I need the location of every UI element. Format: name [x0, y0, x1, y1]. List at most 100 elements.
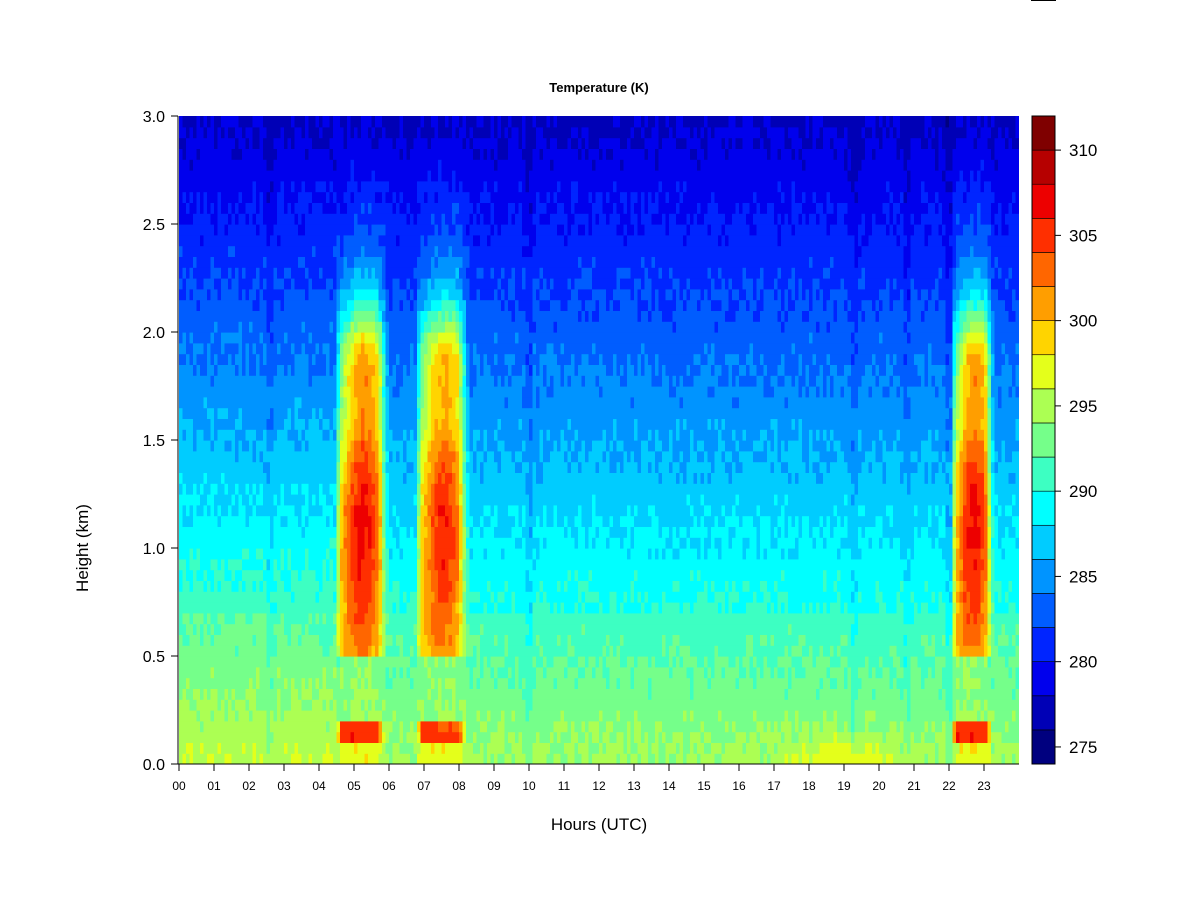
heatmap-cell [207, 666, 212, 679]
heatmap-cell [259, 386, 264, 398]
heatmap-cell [221, 720, 226, 733]
heatmap-cell [340, 753, 345, 764]
heatmap-cell [448, 699, 453, 711]
heatmap-cell [259, 429, 264, 441]
heatmap-cell [284, 526, 289, 538]
heatmap-cell [375, 742, 380, 754]
heatmap-cell [354, 440, 359, 452]
heatmap-cell [371, 137, 376, 149]
heatmap-cell [396, 224, 401, 236]
heatmap-cell [413, 753, 418, 764]
heatmap-cell [242, 310, 247, 322]
heatmap-cell [228, 731, 233, 743]
heatmap-cell [368, 634, 373, 646]
heatmap-cell [427, 288, 432, 301]
heatmap-cell [427, 461, 432, 473]
heatmap-cell [469, 666, 474, 679]
heatmap-cell [179, 472, 184, 484]
heatmap-cell [291, 116, 296, 128]
heatmap-cell [336, 720, 341, 733]
heatmap-cell [364, 234, 369, 247]
heatmap-cell [420, 558, 425, 571]
heatmap-cell [238, 299, 243, 311]
heatmap-cell [469, 634, 474, 646]
heatmap-cell [329, 180, 334, 193]
heatmap-cell [252, 267, 257, 279]
heatmap-cell [333, 742, 338, 754]
heatmap-cell [378, 180, 383, 193]
heatmap-cell [347, 623, 352, 635]
heatmap-cell [294, 472, 299, 484]
heatmap-cell [203, 191, 208, 203]
heatmap-cell [354, 558, 359, 571]
heatmap-cell [322, 116, 327, 128]
heatmap-cell [189, 137, 194, 149]
heatmap-cell [280, 504, 285, 517]
heatmap-cell [221, 450, 226, 463]
heatmap-cell [245, 288, 250, 301]
heatmap-cell [315, 245, 320, 257]
heatmap-cell [441, 148, 446, 160]
heatmap-cell [238, 656, 243, 668]
heatmap-cell [186, 450, 191, 463]
heatmap-cell [182, 310, 187, 322]
heatmap-cell [291, 180, 296, 193]
heatmap-cell [347, 731, 352, 743]
heatmap-cell [455, 731, 460, 743]
heatmap-cell [389, 612, 394, 625]
heatmap-cell [438, 504, 443, 517]
heatmap-cell [182, 569, 187, 581]
heatmap-cell [214, 688, 219, 700]
heatmap-cell [452, 418, 457, 430]
heatmap-cell [350, 116, 355, 128]
heatmap-cell [445, 612, 450, 625]
heatmap-cell [403, 299, 408, 311]
heatmap-cell [343, 461, 348, 473]
heatmap-cell [266, 364, 271, 376]
heatmap-cell [455, 202, 460, 214]
heatmap-cell [375, 126, 380, 139]
heatmap-cell [392, 256, 397, 268]
heatmap-cell [357, 310, 362, 322]
heatmap-cell [340, 159, 345, 171]
heatmap-cell [196, 688, 201, 700]
heatmap-cell [434, 699, 439, 711]
heatmap-cell [249, 710, 254, 722]
heatmap-cell [249, 364, 254, 376]
heatmap-cell [273, 213, 278, 225]
heatmap-cell [406, 137, 411, 149]
heatmap-cell [245, 159, 250, 171]
heatmap-cell [273, 580, 278, 592]
heatmap-cell [207, 612, 212, 625]
heatmap-cell [214, 170, 219, 182]
heatmap-cell [315, 386, 320, 398]
heatmap-cell [382, 180, 387, 193]
heatmap-cell [434, 321, 439, 333]
heatmap-cell [308, 656, 313, 668]
heatmap-cell [256, 515, 261, 527]
heatmap-cell [277, 634, 282, 646]
heatmap-cell [431, 504, 436, 517]
heatmap-cell [200, 440, 205, 452]
heatmap-cell [284, 299, 289, 311]
heatmap-cell [392, 461, 397, 473]
heatmap-cell [382, 429, 387, 441]
heatmap-cell [308, 332, 313, 344]
heatmap-cell [221, 753, 226, 764]
heatmap-cell [179, 256, 184, 268]
heatmap-cell [315, 224, 320, 236]
heatmap-cell [361, 450, 366, 463]
heatmap-cell [242, 224, 247, 236]
heatmap-cell [238, 483, 243, 495]
heatmap-cell [256, 396, 261, 409]
heatmap-cell [441, 418, 446, 430]
heatmap-cell [417, 580, 422, 592]
heatmap-cell [420, 386, 425, 398]
heatmap-cell [203, 278, 208, 290]
heatmap-cell [382, 515, 387, 527]
heatmap-cell [459, 310, 464, 322]
heatmap-cell [420, 645, 425, 657]
heatmap-cell [189, 677, 194, 689]
heatmap-cell [410, 299, 415, 311]
heatmap-cell [357, 299, 362, 311]
